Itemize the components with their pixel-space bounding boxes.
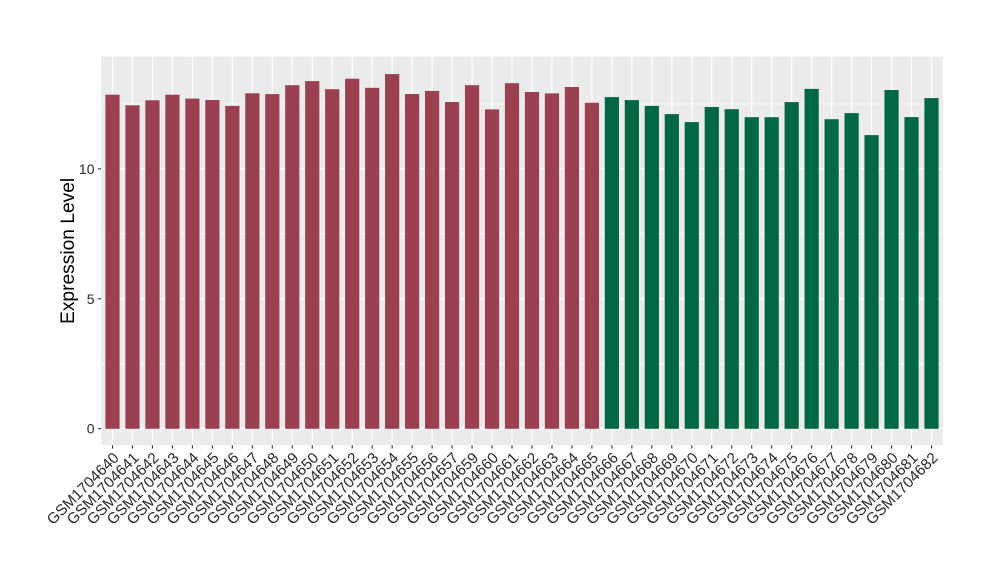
svg-text:Expression Level: Expression Level — [58, 178, 79, 324]
svg-text:0: 0 — [87, 421, 95, 437]
svg-text:5: 5 — [87, 291, 95, 307]
svg-text:10: 10 — [79, 161, 95, 177]
